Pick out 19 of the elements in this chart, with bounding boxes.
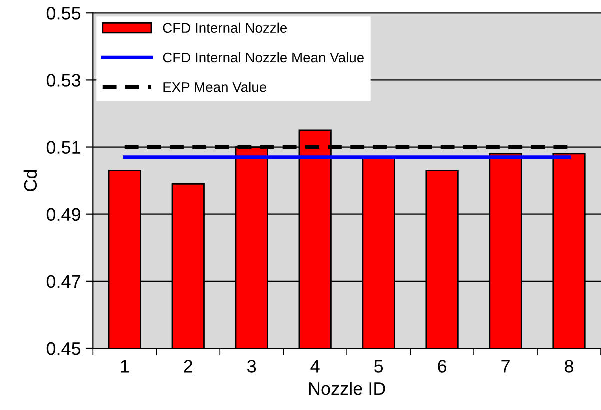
x-tick-label: 7 bbox=[502, 360, 510, 373]
y-axis-title: Cd bbox=[24, 170, 38, 192]
x-tick-label: 1 bbox=[121, 360, 130, 373]
y-tick-label: 0.51 bbox=[46, 141, 80, 154]
x-axis-title: Nozzle ID bbox=[309, 382, 386, 396]
y-tick-label: 0.55 bbox=[46, 7, 81, 20]
y-tick-label: 0.45 bbox=[46, 342, 81, 356]
x-tick-label: 8 bbox=[565, 360, 574, 373]
legend-label: EXP Mean Value bbox=[164, 82, 266, 92]
legend-label: CFD Internal Nozzle bbox=[163, 22, 288, 34]
y-tick-label: 0.53 bbox=[46, 74, 81, 87]
x-tick-label: 6 bbox=[438, 360, 447, 373]
x-tick-label: 3 bbox=[248, 360, 256, 373]
x-tick-label: 4 bbox=[310, 360, 320, 373]
x-tick-label: 5 bbox=[374, 360, 384, 373]
legend-label: CFD Internal Nozzle Mean Value bbox=[163, 52, 364, 63]
x-tick-label: 2 bbox=[184, 360, 192, 373]
y-tick-label: 0.49 bbox=[46, 208, 80, 222]
y-tick-label: 0.47 bbox=[46, 275, 80, 288]
